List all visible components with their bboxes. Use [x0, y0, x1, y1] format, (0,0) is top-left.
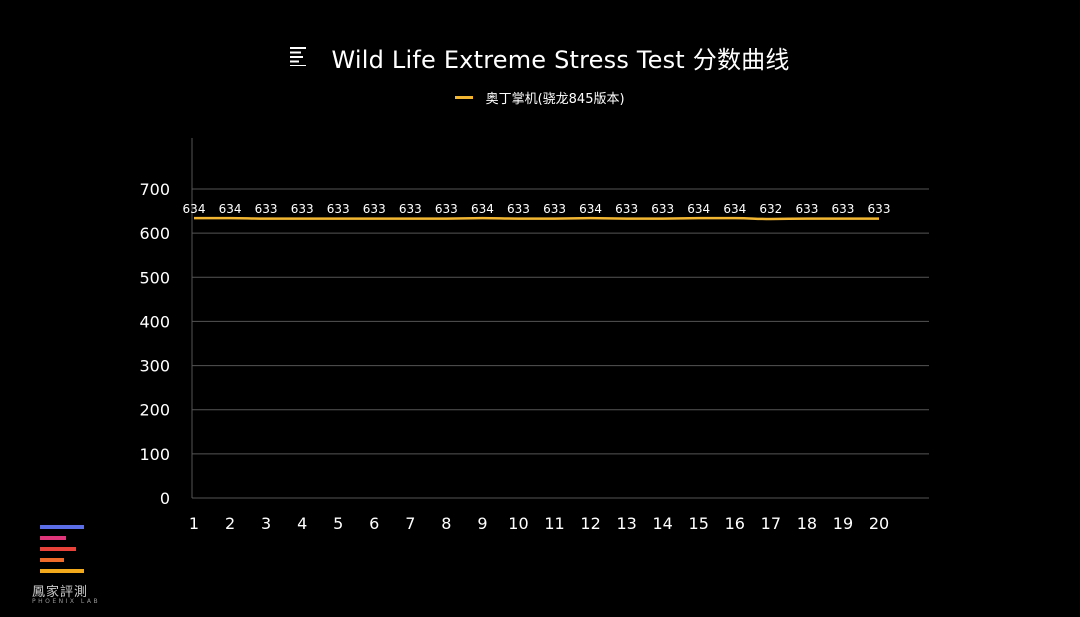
y-tick-label: 500: [139, 268, 170, 287]
data-label: 633: [831, 202, 854, 216]
data-label: 633: [363, 202, 386, 216]
data-label: 633: [507, 202, 530, 216]
data-label: 633: [291, 202, 314, 216]
x-tick-label: 8: [441, 514, 451, 533]
x-tick-label: 16: [725, 514, 745, 533]
x-tick-label: 17: [761, 514, 781, 533]
x-tick-label: 12: [580, 514, 600, 533]
x-tick-label: 7: [405, 514, 415, 533]
x-tick-label: 19: [833, 514, 853, 533]
chart-title: Wild Life Extreme Stress Test 分数曲线: [331, 46, 790, 74]
data-label: 634: [183, 202, 206, 216]
data-label: 633: [255, 202, 278, 216]
legend-swatch: [455, 96, 474, 99]
logo-bar-5: [40, 569, 84, 573]
list-align-icon: [290, 46, 308, 70]
x-tick-label: 20: [869, 514, 889, 533]
data-label: 633: [868, 202, 891, 216]
data-label: 634: [579, 202, 602, 216]
x-tick-label: 14: [653, 514, 673, 533]
x-tick-label: 15: [689, 514, 709, 533]
x-tick-label: 9: [477, 514, 487, 533]
data-label: 633: [327, 202, 350, 216]
data-label: 633: [399, 202, 422, 216]
x-tick-label: 5: [333, 514, 343, 533]
logo-bar-4: [40, 558, 64, 562]
legend-label: 奥丁掌机(骁龙845版本): [485, 92, 625, 107]
x-tick-label: 3: [261, 514, 271, 533]
y-tick-label: 700: [139, 180, 170, 199]
logo-bar-1: [40, 525, 84, 529]
x-tick-label: 4: [297, 514, 307, 533]
logo-bar-2: [40, 536, 66, 540]
data-label: 633: [435, 202, 458, 216]
data-label: 633: [651, 202, 674, 216]
chart-legend: 奥丁掌机(骁龙845版本): [0, 88, 1080, 107]
y-tick-label: 200: [139, 401, 170, 420]
data-label: 634: [687, 202, 710, 216]
x-tick-label: 11: [544, 514, 564, 533]
y-tick-label: 300: [139, 357, 170, 376]
x-tick-label: 10: [508, 514, 528, 533]
x-tick-label: 2: [225, 514, 235, 533]
data-label: 633: [795, 202, 818, 216]
chart-title-bar: Wild Life Extreme Stress Test 分数曲线: [0, 40, 1080, 75]
x-tick-label: 13: [616, 514, 636, 533]
logo-bar-3: [40, 547, 76, 551]
data-label: 634: [723, 202, 746, 216]
data-label: 634: [219, 202, 242, 216]
x-tick-label: 6: [369, 514, 379, 533]
x-tick-label: 18: [797, 514, 817, 533]
data-label: 633: [615, 202, 638, 216]
data-label: 632: [759, 202, 782, 216]
series-line: [194, 216, 879, 221]
y-tick-label: 100: [139, 445, 170, 464]
phoenix-lab-logo: 鳳家評測 PHOENIX LAB: [30, 525, 110, 605]
logo-name: 鳳家評測: [32, 585, 89, 600]
data-label: 633: [543, 202, 566, 216]
y-tick-label: 0: [160, 489, 170, 508]
logo-subtitle: PHOENIX LAB: [32, 598, 101, 605]
y-tick-label: 600: [139, 224, 170, 243]
y-tick-label: 400: [139, 312, 170, 331]
data-label: 634: [471, 202, 494, 216]
x-tick-label: 1: [189, 514, 199, 533]
